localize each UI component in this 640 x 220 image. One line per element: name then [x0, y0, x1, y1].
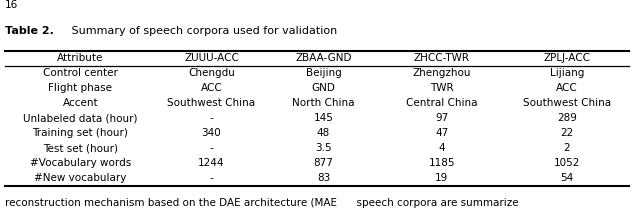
- Text: Zhengzhou: Zhengzhou: [413, 68, 471, 78]
- Text: 83: 83: [317, 173, 330, 183]
- Text: 340: 340: [202, 128, 221, 138]
- Text: -: -: [210, 173, 213, 183]
- Text: Southwest China: Southwest China: [168, 98, 255, 108]
- Text: ZHCC-TWR: ZHCC-TWR: [414, 53, 470, 63]
- Text: Table 2.: Table 2.: [5, 26, 54, 36]
- Text: Training set (hour): Training set (hour): [33, 128, 128, 138]
- Text: Unlabeled data (hour): Unlabeled data (hour): [23, 113, 138, 123]
- Text: 145: 145: [314, 113, 333, 123]
- Text: #Vocabulary words: #Vocabulary words: [29, 158, 131, 168]
- Text: 47: 47: [435, 128, 449, 138]
- Text: 97: 97: [435, 113, 449, 123]
- Text: 48: 48: [317, 128, 330, 138]
- Text: -: -: [210, 143, 213, 153]
- Text: 3.5: 3.5: [316, 143, 332, 153]
- Text: GND: GND: [312, 83, 335, 93]
- Text: 22: 22: [560, 128, 573, 138]
- Text: -: -: [210, 113, 213, 123]
- Text: ACC: ACC: [556, 83, 577, 93]
- Text: 1244: 1244: [198, 158, 225, 168]
- Text: 16: 16: [5, 0, 19, 10]
- Text: Central China: Central China: [406, 98, 477, 108]
- Text: Test set (hour): Test set (hour): [43, 143, 118, 153]
- Text: reconstruction mechanism based on the DAE architecture (MAE      speech corpora : reconstruction mechanism based on the DA…: [5, 198, 519, 208]
- Text: Beijing: Beijing: [306, 68, 341, 78]
- Text: ACC: ACC: [201, 83, 222, 93]
- Text: ZBAA-GND: ZBAA-GND: [295, 53, 352, 63]
- Text: 1185: 1185: [429, 158, 455, 168]
- Text: North China: North China: [292, 98, 355, 108]
- Text: 877: 877: [314, 158, 333, 168]
- Text: ZUUU-ACC: ZUUU-ACC: [184, 53, 239, 63]
- Text: Accent: Accent: [63, 98, 98, 108]
- Text: 2: 2: [563, 143, 570, 153]
- Text: 289: 289: [557, 113, 577, 123]
- Text: 19: 19: [435, 173, 449, 183]
- Text: Chengdu: Chengdu: [188, 68, 235, 78]
- Text: 54: 54: [560, 173, 573, 183]
- Text: 1052: 1052: [554, 158, 580, 168]
- Text: 4: 4: [438, 143, 445, 153]
- Text: Attribute: Attribute: [57, 53, 104, 63]
- Text: Control center: Control center: [43, 68, 118, 78]
- Text: Summary of speech corpora used for validation: Summary of speech corpora used for valid…: [68, 26, 337, 36]
- Text: Flight phase: Flight phase: [49, 83, 113, 93]
- Text: Southwest China: Southwest China: [523, 98, 611, 108]
- Text: Lijiang: Lijiang: [550, 68, 584, 78]
- Text: #New vocabulary: #New vocabulary: [34, 173, 127, 183]
- Text: ZPLJ-ACC: ZPLJ-ACC: [543, 53, 590, 63]
- Text: TWR: TWR: [430, 83, 454, 93]
